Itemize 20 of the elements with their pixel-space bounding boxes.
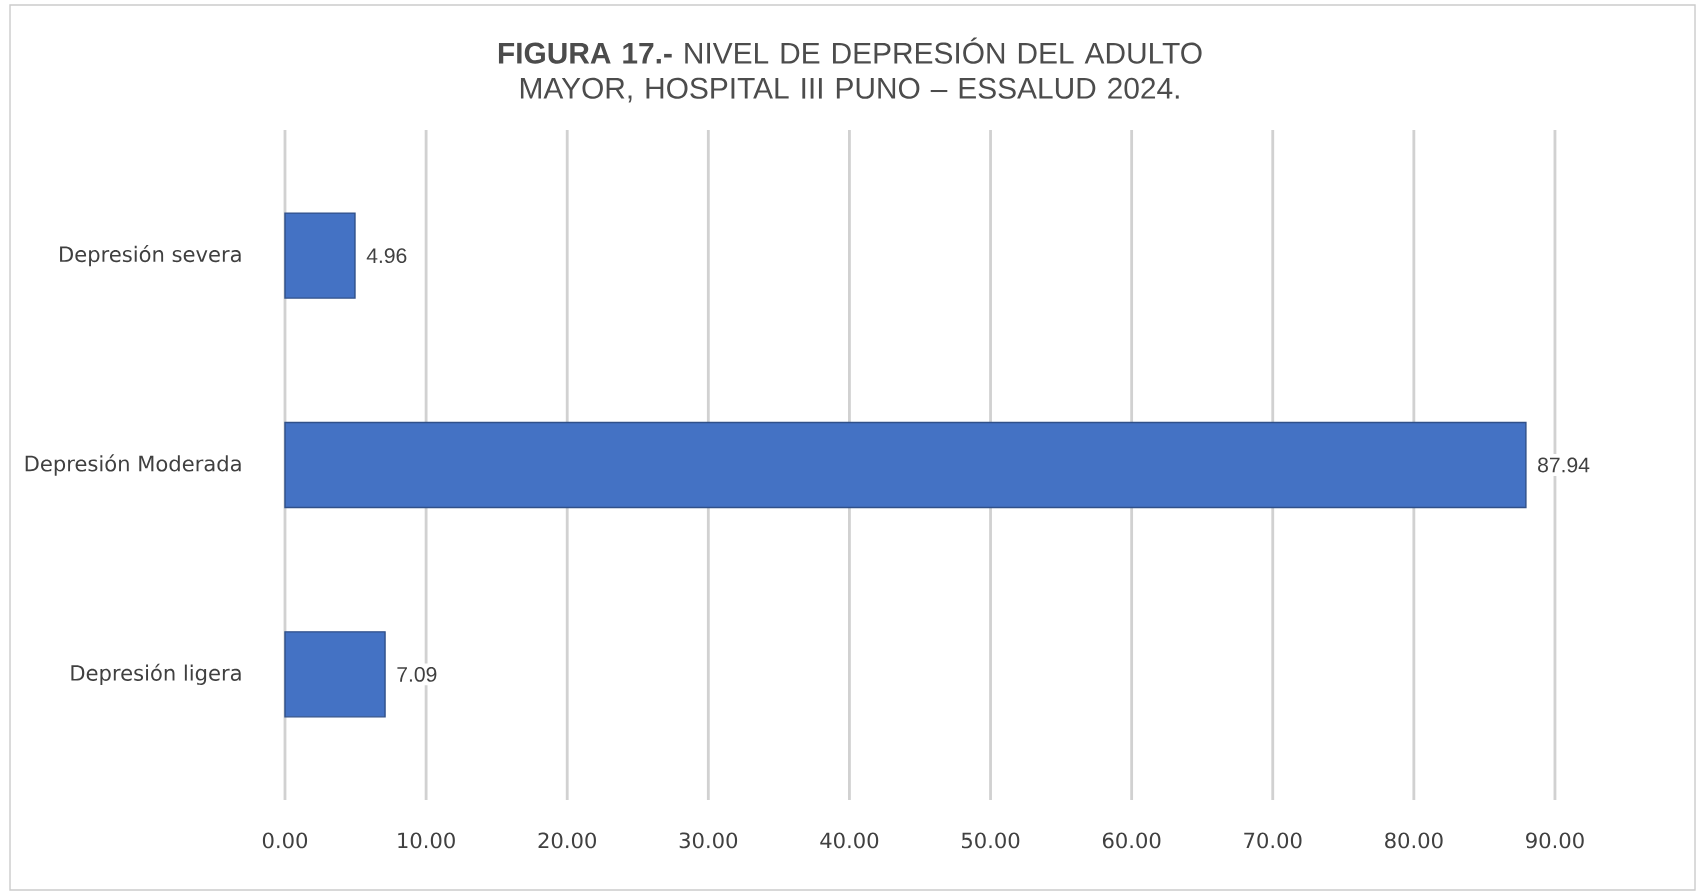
x-tick-label: 40.00	[820, 832, 879, 849]
y-tick-label: Depresión severa	[60, 245, 241, 267]
chart-title: FIGURA 17.- NIVEL DE DEPRESIÓN DEL ADULTO MAYOR, HOSPITAL III PUNO – ESSALUD 2024.	[498, 37, 1202, 103]
x-tick-label: 30.00	[679, 832, 738, 849]
x-tick-label: 10.00	[398, 832, 455, 849]
x-tick-label: 0.00	[262, 832, 308, 849]
x-tick-label: 60.00	[1102, 832, 1161, 849]
x-tick-label: 70.00	[1244, 832, 1302, 849]
y-tick-label: Depresión Moderada	[25, 454, 241, 476]
x-tick-label: 20.00	[538, 832, 596, 849]
bar	[284, 421, 1527, 509]
x-tick-label: 90.00	[1526, 832, 1584, 849]
data-label: 4.96	[366, 248, 407, 264]
bar	[284, 212, 356, 299]
data-label: 7.09	[397, 666, 437, 682]
x-tick-label: 80.00	[1385, 832, 1443, 849]
bar	[284, 631, 386, 718]
data-label: 87.94	[1538, 457, 1590, 473]
y-tick-label: Depresión ligera	[71, 663, 241, 686]
x-tick-label: 50.00	[962, 832, 1020, 849]
